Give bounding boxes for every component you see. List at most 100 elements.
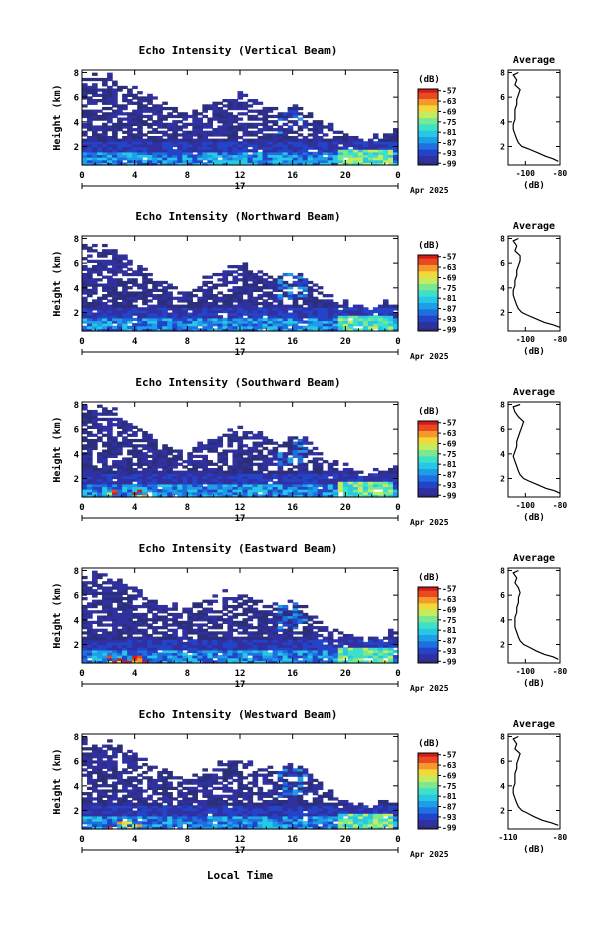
heatmap-cell bbox=[142, 468, 148, 471]
heatmap-cell bbox=[388, 305, 394, 308]
heatmap-cell bbox=[253, 110, 259, 113]
heatmap-cell bbox=[212, 128, 218, 131]
heatmap-cell bbox=[172, 471, 178, 474]
heatmap-cell bbox=[167, 107, 173, 110]
heatmap-cell bbox=[348, 149, 354, 152]
colorbar-segment bbox=[418, 309, 438, 313]
colorbar-segment bbox=[418, 102, 438, 106]
heatmap-cell bbox=[177, 305, 183, 308]
average-x-label: (dB) bbox=[523, 347, 545, 357]
heatmap-cell bbox=[227, 99, 233, 102]
heatmap-cell bbox=[132, 637, 138, 640]
heatmap-cell bbox=[268, 281, 274, 284]
heatmap-cell bbox=[288, 457, 294, 460]
heatmap-cell bbox=[298, 273, 304, 276]
heatmap-cell bbox=[147, 278, 153, 281]
heatmap-cell bbox=[273, 602, 279, 605]
heatmap-cell bbox=[298, 631, 304, 634]
heatmap-cell bbox=[132, 102, 138, 105]
heatmap-cell bbox=[142, 268, 148, 271]
heatmap-cell bbox=[177, 139, 183, 142]
heatmap-cell bbox=[353, 136, 359, 139]
colorbar-segment bbox=[418, 143, 438, 147]
colorbar-tick-label: -99 bbox=[442, 657, 457, 666]
heatmap-cell bbox=[87, 136, 93, 139]
heatmap-cell bbox=[298, 439, 304, 442]
heatmap-cell bbox=[82, 737, 88, 740]
heatmap-cells bbox=[82, 73, 399, 166]
heatmap-cell bbox=[263, 610, 269, 613]
heatmap-cell bbox=[197, 455, 203, 458]
colorbar-tick-label: -87 bbox=[442, 637, 457, 646]
colorbar-tick-label: -99 bbox=[442, 325, 457, 334]
date-label: Apr 2025 bbox=[410, 352, 449, 361]
heatmap-cell bbox=[82, 768, 88, 771]
heatmap-cell bbox=[107, 125, 113, 128]
heatmap-cell bbox=[273, 115, 279, 118]
heatmap-cell bbox=[147, 434, 153, 437]
heatmap-cell bbox=[102, 623, 108, 626]
heatmap-cell bbox=[308, 281, 314, 284]
heatmap-cell bbox=[97, 110, 103, 113]
panel-title: Echo Intensity (Southward Beam) bbox=[135, 376, 340, 389]
colorbar-segment bbox=[418, 99, 438, 103]
heatmap-cell bbox=[268, 115, 274, 118]
heatmap-cell bbox=[142, 602, 148, 605]
average-y-tick-label: 6 bbox=[500, 425, 505, 434]
heatmap-cell bbox=[97, 88, 103, 91]
heatmap-cell bbox=[378, 139, 384, 142]
heatmap-cell bbox=[197, 118, 203, 121]
colorbar-segment bbox=[418, 603, 438, 607]
heatmap-cell bbox=[253, 139, 259, 142]
heatmap-cell bbox=[122, 131, 128, 134]
heatmap-cell bbox=[122, 112, 128, 115]
heatmap-cell bbox=[97, 252, 103, 255]
colorbar-segment bbox=[418, 440, 438, 444]
heatmap-cell bbox=[102, 294, 108, 297]
heatmap-cell bbox=[142, 629, 148, 632]
heatmap-cell bbox=[102, 616, 108, 619]
heatmap-cell bbox=[207, 276, 213, 279]
x-tick-label: 12 bbox=[235, 669, 246, 679]
heatmap-cell bbox=[248, 436, 254, 439]
heatmap-cell bbox=[132, 463, 138, 466]
heatmap-cell bbox=[177, 463, 183, 466]
heatmap-cell bbox=[248, 447, 254, 450]
heatmap-cell bbox=[192, 623, 198, 626]
heatmap-cell bbox=[333, 460, 339, 463]
average-y-tick-label: 4 bbox=[500, 450, 505, 459]
heatmap-cell bbox=[298, 305, 304, 308]
heatmap-cell bbox=[157, 489, 163, 492]
x-tick-label: 8 bbox=[185, 337, 190, 347]
heatmap-cell bbox=[122, 118, 128, 121]
heatmap-cell bbox=[117, 442, 123, 445]
heatmap-cell bbox=[82, 747, 88, 750]
heatmap-cell bbox=[353, 305, 359, 308]
y-tick-label: 2 bbox=[74, 143, 79, 153]
heatmap-cell bbox=[162, 616, 168, 619]
heatmap-cell bbox=[333, 136, 339, 139]
heatmap-cell bbox=[107, 631, 113, 634]
heatmap-cell bbox=[308, 286, 314, 289]
heatmap-cell bbox=[298, 326, 304, 329]
heatmap-cell bbox=[248, 139, 254, 142]
heatmap-cell bbox=[177, 637, 183, 640]
heatmap-cell bbox=[112, 413, 118, 416]
heatmap-cell bbox=[253, 455, 259, 458]
heatmap-cell bbox=[97, 423, 103, 426]
heatmap-cell bbox=[82, 78, 88, 81]
heatmap-cell bbox=[293, 276, 299, 279]
heatmap-cell bbox=[157, 605, 163, 608]
heatmap-cell bbox=[112, 110, 118, 113]
heatmap-cell bbox=[152, 626, 158, 629]
heatmap-cell bbox=[127, 594, 133, 597]
heatmap-cell bbox=[227, 428, 233, 431]
heatmap-cell bbox=[278, 626, 284, 629]
heatmap-cell bbox=[237, 613, 243, 616]
heatmap-cell bbox=[222, 631, 228, 634]
heatmap-cell bbox=[157, 616, 163, 619]
x-tick-label: 0 bbox=[395, 503, 400, 513]
heatmap-cell bbox=[258, 450, 264, 453]
heatmap-cell bbox=[207, 468, 213, 471]
